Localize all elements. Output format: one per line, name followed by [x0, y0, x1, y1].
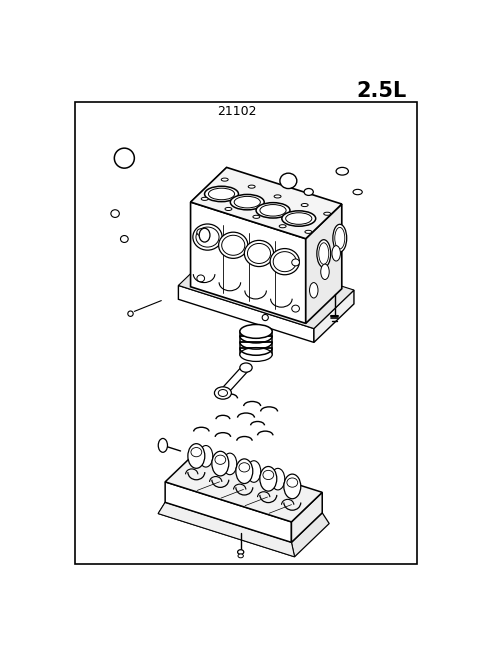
- Ellipse shape: [279, 225, 286, 228]
- Ellipse shape: [287, 478, 298, 487]
- Ellipse shape: [238, 554, 243, 558]
- Polygon shape: [291, 513, 329, 556]
- Ellipse shape: [201, 197, 208, 200]
- Ellipse shape: [274, 195, 281, 198]
- Ellipse shape: [225, 208, 232, 210]
- Ellipse shape: [262, 315, 268, 321]
- Ellipse shape: [273, 252, 296, 271]
- Ellipse shape: [324, 212, 331, 215]
- Ellipse shape: [196, 227, 219, 247]
- Ellipse shape: [333, 224, 347, 252]
- Ellipse shape: [215, 387, 231, 399]
- Ellipse shape: [317, 240, 331, 267]
- Ellipse shape: [286, 213, 312, 224]
- Ellipse shape: [199, 228, 210, 242]
- Ellipse shape: [247, 461, 261, 482]
- Ellipse shape: [191, 447, 202, 457]
- Ellipse shape: [212, 451, 229, 476]
- Ellipse shape: [199, 445, 213, 467]
- Ellipse shape: [197, 229, 204, 236]
- Ellipse shape: [244, 240, 274, 267]
- Ellipse shape: [111, 210, 120, 217]
- Ellipse shape: [335, 227, 345, 249]
- Ellipse shape: [215, 455, 226, 464]
- Text: 21102: 21102: [217, 106, 256, 118]
- Ellipse shape: [332, 246, 340, 261]
- Ellipse shape: [256, 202, 290, 218]
- Polygon shape: [306, 204, 342, 323]
- Ellipse shape: [188, 443, 205, 468]
- Polygon shape: [191, 168, 227, 286]
- Ellipse shape: [353, 189, 362, 194]
- Ellipse shape: [263, 470, 274, 480]
- Ellipse shape: [270, 248, 300, 275]
- Ellipse shape: [282, 211, 316, 226]
- Polygon shape: [165, 452, 322, 522]
- Ellipse shape: [280, 173, 297, 189]
- Ellipse shape: [248, 244, 271, 263]
- Ellipse shape: [253, 215, 260, 218]
- Ellipse shape: [120, 236, 128, 242]
- Ellipse shape: [204, 186, 239, 202]
- Ellipse shape: [223, 453, 237, 475]
- Ellipse shape: [222, 235, 245, 256]
- Polygon shape: [158, 503, 295, 556]
- Ellipse shape: [248, 185, 255, 188]
- Ellipse shape: [284, 474, 301, 499]
- Ellipse shape: [260, 466, 277, 491]
- Ellipse shape: [240, 325, 272, 338]
- Text: 2.5L: 2.5L: [356, 81, 406, 101]
- Ellipse shape: [336, 168, 348, 175]
- Ellipse shape: [218, 232, 248, 258]
- Ellipse shape: [114, 148, 134, 168]
- Ellipse shape: [236, 459, 253, 484]
- Ellipse shape: [197, 275, 204, 282]
- Ellipse shape: [240, 348, 272, 361]
- Ellipse shape: [158, 438, 168, 452]
- Ellipse shape: [304, 189, 313, 195]
- Ellipse shape: [239, 463, 250, 472]
- Ellipse shape: [321, 264, 329, 279]
- Ellipse shape: [128, 311, 133, 317]
- Ellipse shape: [240, 363, 252, 373]
- Ellipse shape: [193, 224, 222, 250]
- Ellipse shape: [310, 283, 318, 298]
- Polygon shape: [291, 492, 322, 543]
- Ellipse shape: [292, 259, 300, 266]
- Ellipse shape: [271, 468, 285, 490]
- Ellipse shape: [305, 231, 312, 233]
- Ellipse shape: [292, 305, 300, 312]
- Ellipse shape: [218, 390, 228, 396]
- Polygon shape: [191, 168, 342, 238]
- Ellipse shape: [234, 196, 260, 208]
- Polygon shape: [179, 285, 314, 342]
- Ellipse shape: [208, 188, 235, 200]
- Ellipse shape: [301, 204, 308, 206]
- Polygon shape: [179, 247, 354, 328]
- Ellipse shape: [230, 194, 264, 210]
- Polygon shape: [220, 365, 249, 396]
- Ellipse shape: [319, 243, 329, 264]
- Polygon shape: [158, 503, 295, 556]
- Ellipse shape: [221, 178, 228, 181]
- Polygon shape: [191, 202, 306, 323]
- Polygon shape: [165, 482, 291, 543]
- Ellipse shape: [260, 204, 286, 216]
- Polygon shape: [314, 290, 354, 342]
- Ellipse shape: [238, 550, 244, 555]
